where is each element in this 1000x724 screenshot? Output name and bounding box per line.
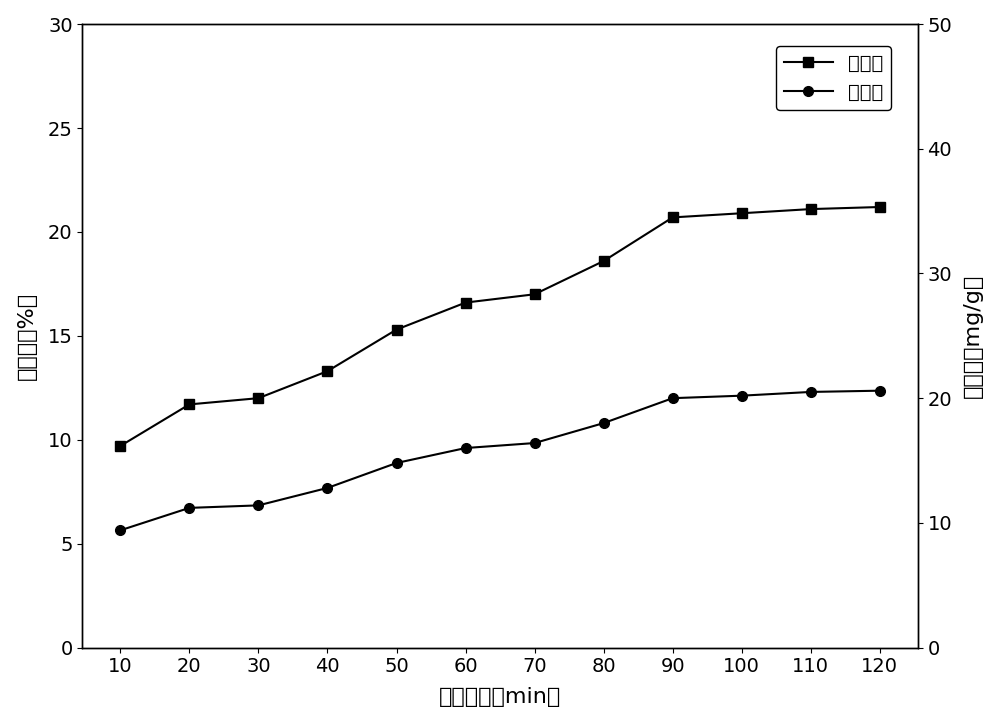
吸附量	[736, 392, 748, 400]
Line: 吸附率: 吸附率	[115, 202, 885, 451]
吸附量	[183, 503, 195, 512]
X-axis label: 接触时间（min）: 接触时间（min）	[439, 687, 561, 707]
吸附量	[667, 394, 679, 403]
吸附量	[598, 418, 610, 427]
吸附率	[183, 400, 195, 409]
Legend: 吸附率, 吸附量: 吸附率, 吸附量	[776, 46, 891, 109]
吸附率	[114, 442, 126, 450]
吸附率	[321, 367, 333, 376]
Y-axis label: 吸附率（%）: 吸附率（%）	[17, 292, 37, 380]
Y-axis label: 吸附量（mg/g）: 吸附量（mg/g）	[963, 274, 983, 398]
吸附率	[529, 290, 541, 298]
吸附量	[391, 458, 403, 467]
吸附率	[736, 209, 748, 218]
吸附率	[460, 298, 472, 307]
吸附量	[460, 444, 472, 452]
吸附率	[874, 203, 886, 211]
吸附量	[321, 484, 333, 492]
吸附率	[598, 257, 610, 266]
吸附率	[667, 213, 679, 222]
吸附量	[529, 439, 541, 447]
吸附率	[252, 394, 264, 403]
吸附量	[874, 387, 886, 395]
吸附率	[391, 325, 403, 334]
Line: 吸附量: 吸附量	[115, 386, 885, 535]
吸附率	[805, 205, 817, 214]
吸附量	[805, 387, 817, 396]
吸附量	[114, 526, 126, 534]
吸附量	[252, 501, 264, 510]
